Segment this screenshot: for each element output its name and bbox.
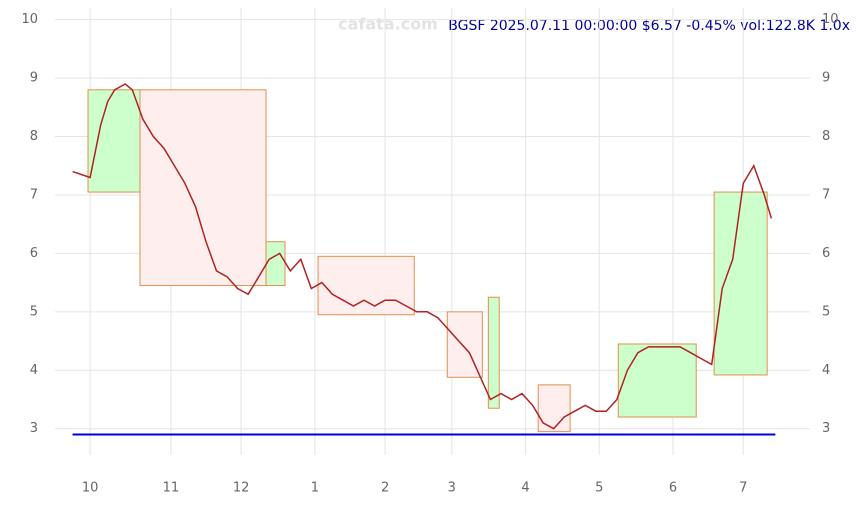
- x-tick-label: 7: [739, 481, 747, 496]
- x-tick-label: 11: [163, 481, 180, 496]
- y-tick-label: 7: [30, 187, 38, 202]
- y-tick-label-right: 8: [822, 129, 830, 144]
- y-tick-label: 4: [30, 363, 38, 378]
- y-tick-label: 8: [30, 129, 38, 144]
- y-tick-label-right: 4: [822, 363, 830, 378]
- x-tick-label: 5: [595, 481, 603, 496]
- y-tick-label: 3: [30, 421, 38, 436]
- y-tick-label-right: 3: [822, 421, 830, 436]
- range-box: [617, 343, 697, 418]
- range-box: [265, 241, 286, 287]
- range-box: [87, 89, 141, 193]
- y-tick-label-right: 7: [822, 187, 830, 202]
- range-box: [446, 311, 483, 378]
- range-box: [487, 296, 500, 409]
- y-tick-label-right: 6: [822, 246, 830, 261]
- range-box: [537, 384, 571, 433]
- y-tick-label-right: 5: [822, 304, 830, 319]
- y-tick-label-right: 10: [822, 12, 839, 27]
- range-box: [317, 255, 415, 316]
- watermark: cafata.com: [338, 15, 438, 34]
- range-box: [139, 89, 267, 287]
- x-tick-label: 2: [381, 481, 389, 496]
- y-tick-label: 10: [21, 12, 38, 27]
- chart-title: BGSF 2025.07.11 00:00:00 $6.57 -0.45% vo…: [448, 18, 850, 34]
- y-tick-label: 5: [30, 304, 38, 319]
- y-tick-label: 6: [30, 246, 38, 261]
- x-tick-label: 12: [233, 481, 250, 496]
- x-tick-label: 10: [82, 481, 99, 496]
- range-box: [713, 191, 768, 376]
- x-tick-label: 6: [669, 481, 677, 496]
- x-tick-label: 3: [448, 481, 456, 496]
- y-tick-label-right: 9: [822, 71, 830, 86]
- price-line: [72, 83, 773, 430]
- x-tick-label: 1: [311, 481, 319, 496]
- x-tick-label: 4: [521, 481, 529, 496]
- y-tick-label: 9: [30, 71, 38, 86]
